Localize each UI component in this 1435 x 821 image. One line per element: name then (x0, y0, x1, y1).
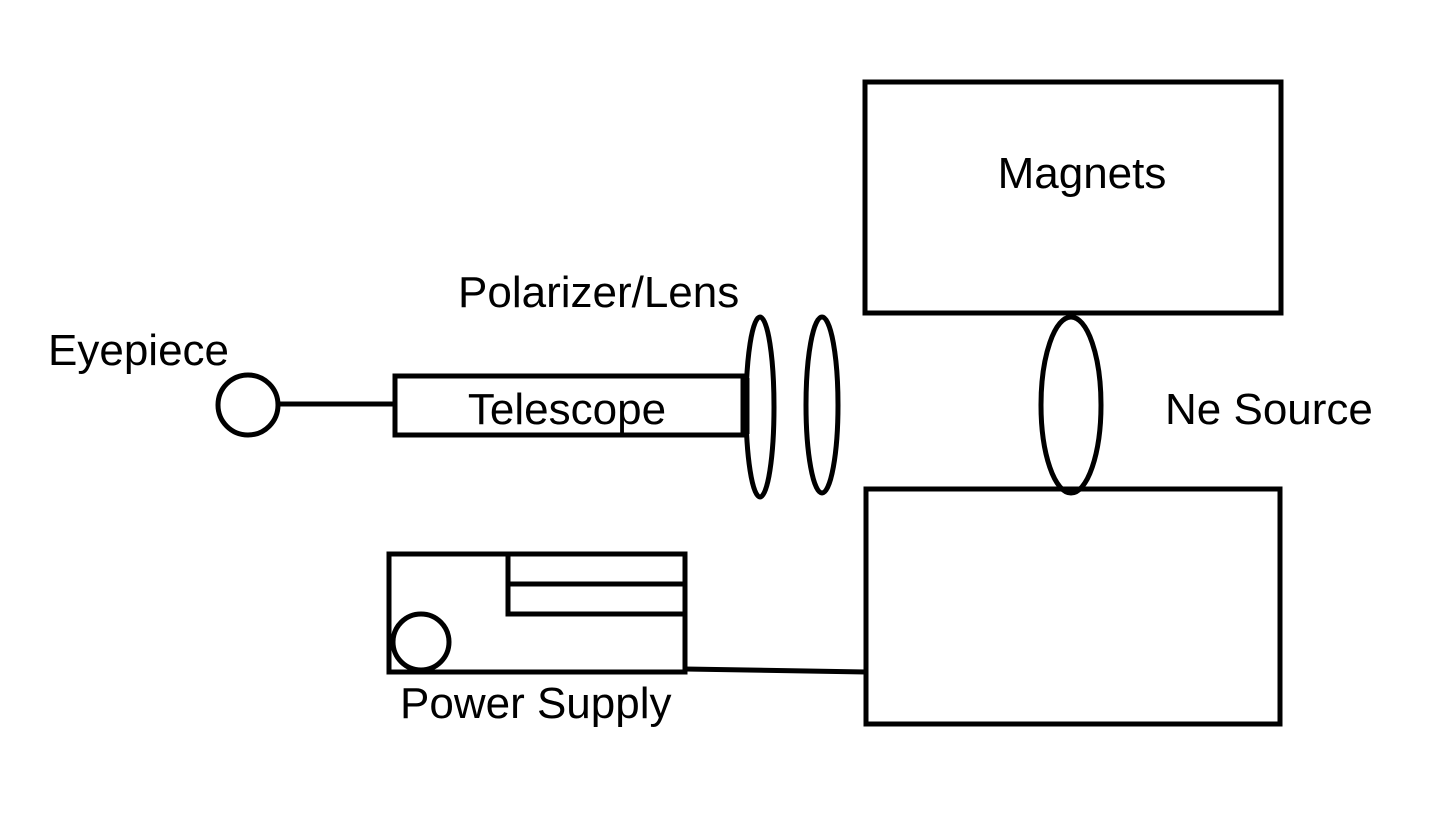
power-supply-lower-slot (505, 581, 688, 617)
polarizer-element (743, 314, 777, 500)
lens-element (803, 314, 841, 496)
power-supply-label: Power Supply (400, 679, 671, 728)
telescope-label: Telescope (468, 385, 666, 434)
power-supply-knob (390, 611, 452, 673)
eyepiece-circle (215, 372, 281, 438)
magnets-label: Magnets (998, 149, 1167, 198)
magnet-upper-block (862, 79, 1284, 316)
ne-source-lamp (1038, 314, 1104, 496)
eyepiece-label: Eyepiece (48, 326, 229, 375)
polarizer-lens-label: Polarizer/Lens (458, 268, 739, 317)
power-supply-upper-slot (505, 551, 688, 587)
power-cable (684, 666, 867, 675)
ne-source-label: Ne Source (1165, 385, 1373, 434)
magnet-lower-block (863, 486, 1283, 727)
